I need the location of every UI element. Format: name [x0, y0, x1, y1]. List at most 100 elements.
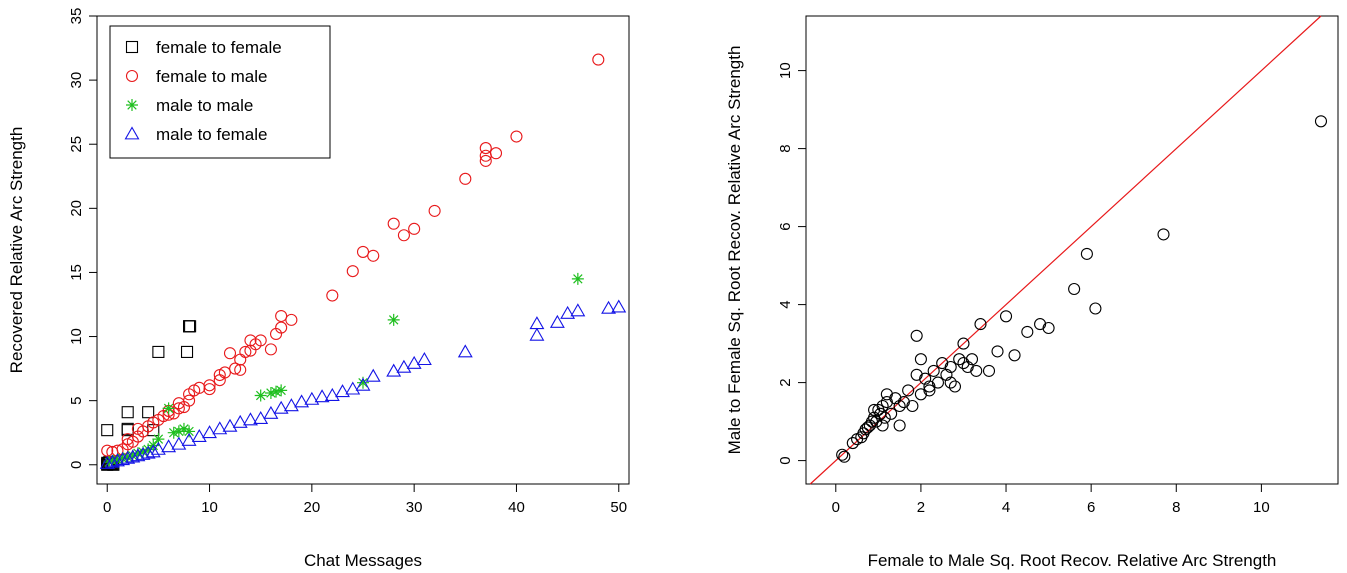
data-point: [1035, 319, 1046, 330]
data-point: [1081, 248, 1092, 259]
data-point-male-to-female: [275, 402, 288, 413]
right-y-tick-label: 8: [777, 144, 794, 152]
right-points: [837, 116, 1327, 462]
right-x-tick-label: 6: [1087, 499, 1095, 516]
data-point: [1043, 323, 1054, 334]
data-point-male-to-female: [234, 416, 247, 427]
right-y-tick-label: 10: [777, 62, 794, 79]
data-point: [911, 369, 922, 380]
data-point-male-to-female: [571, 304, 584, 315]
data-point-female-to-male: [480, 143, 491, 154]
data-point-female-to-male: [398, 230, 409, 241]
left-chart: 0 10 20 30 40 5005101520253035 Chat Messages …: [7, 8, 629, 570]
left-x-tick-label: 30: [406, 499, 423, 516]
data-point-male-to-male: [183, 425, 195, 437]
data-point-male-to-female: [213, 422, 226, 433]
data-point: [1090, 303, 1101, 314]
data-point-male-to-female: [336, 385, 349, 396]
right-y-tick-label: 4: [777, 300, 794, 308]
data-point-male-to-female: [295, 395, 308, 406]
left-x-tick-label: 0: [103, 499, 111, 516]
data-point-male-to-female: [305, 393, 318, 404]
data-point: [877, 420, 888, 431]
data-point: [915, 354, 926, 365]
data-point: [1069, 284, 1080, 295]
legend-marker-male-to-male: [126, 99, 138, 111]
data-point-female-to-male: [265, 344, 276, 355]
data-point-female-to-male: [286, 314, 297, 325]
data-point-male-to-female: [612, 301, 625, 312]
right-x-tick-label: 4: [1002, 499, 1010, 516]
left-x-tick-label: 40: [508, 499, 525, 516]
data-point-female-to-male: [358, 246, 369, 257]
left-y-axis-title: Recovered Relative Arc Strength: [7, 127, 26, 374]
right-x-tick-label: 2: [917, 499, 925, 516]
data-point: [911, 330, 922, 341]
right-x-axis-title: Female to Male Sq. Root Recov. Relative …: [868, 551, 1277, 570]
data-point-female-to-male: [511, 131, 522, 142]
right-y-axis-title: Male to Female Sq. Root Recov. Relative …: [725, 46, 744, 455]
data-point-female-to-male: [429, 205, 440, 216]
data-point: [1001, 311, 1012, 322]
left-y-tick-label: 20: [68, 200, 85, 217]
data-point-female-to-female: [143, 407, 154, 418]
data-point: [1158, 229, 1169, 240]
data-point-female-to-male: [276, 311, 287, 322]
data-point-female-to-female: [122, 407, 133, 418]
legend-label-male-to-male: male to male: [156, 96, 253, 115]
right-x-tick-label: 0: [832, 499, 840, 516]
data-point: [1022, 326, 1033, 337]
left-x-tick-label: 20: [304, 499, 321, 516]
data-point-female-to-female: [153, 346, 164, 357]
legend-label-female-to-male: female to male: [156, 67, 268, 86]
data-point-female-to-female: [185, 321, 196, 332]
right-x-tick-label: 10: [1253, 499, 1270, 516]
data-point-male-to-male: [388, 314, 400, 326]
right-y-tick-label: 2: [777, 378, 794, 386]
data-point-male-to-female: [367, 370, 380, 381]
reference-line: [810, 16, 1321, 484]
data-point-female-to-male: [235, 354, 246, 365]
data-point: [915, 389, 926, 400]
left-y-tick-label: 10: [68, 328, 85, 345]
data-point: [1009, 350, 1020, 361]
left-y-tick-label: 0: [68, 461, 85, 469]
data-point-female-to-male: [409, 223, 420, 234]
data-point: [1315, 116, 1326, 127]
data-point-female-to-female: [102, 425, 113, 436]
data-point-male-to-female: [162, 440, 175, 451]
right-chart: 0 2 4 6 8 10 0 2 4 6 8 10 Female to Male Sq. Root R…: [725, 16, 1338, 570]
right-x-tick-label: 8: [1172, 499, 1180, 516]
data-point-male-to-male: [255, 390, 267, 402]
legend: female to female female to male male to …: [110, 26, 330, 158]
data-point: [894, 420, 905, 431]
data-point-male-to-female: [530, 329, 543, 340]
left-y-tick-label: 5: [68, 396, 85, 404]
right-reference-line-group: [810, 16, 1321, 484]
data-point: [907, 401, 918, 412]
data-point-male-to-female: [459, 345, 472, 356]
data-point: [932, 377, 943, 388]
data-point: [992, 346, 1003, 357]
data-point-male-to-male: [572, 273, 584, 285]
left-x-tick-label: 10: [201, 499, 218, 516]
left-x-tick-label: 50: [610, 499, 627, 516]
data-point-female-to-female: [184, 321, 195, 332]
data-point: [881, 389, 892, 400]
data-point-male-to-male: [275, 384, 287, 396]
data-point-female-to-male: [460, 173, 471, 184]
left-y-tick-label: 35: [68, 8, 85, 25]
data-point-male-to-female: [418, 353, 431, 364]
legend-label-female-to-female: female to female: [156, 38, 282, 57]
data-point-female-to-male: [491, 148, 502, 159]
data-point-female-to-male: [347, 266, 358, 277]
data-point-female-to-male: [388, 218, 399, 229]
right-y-tick-label: 6: [777, 222, 794, 230]
data-point-female-to-male: [327, 290, 338, 301]
data-point: [984, 365, 995, 376]
left-y-tick-label: 30: [68, 72, 85, 89]
data-point-female-to-male: [368, 250, 379, 261]
left-x-axis-title: Chat Messages: [304, 551, 422, 570]
data-point: [971, 365, 982, 376]
